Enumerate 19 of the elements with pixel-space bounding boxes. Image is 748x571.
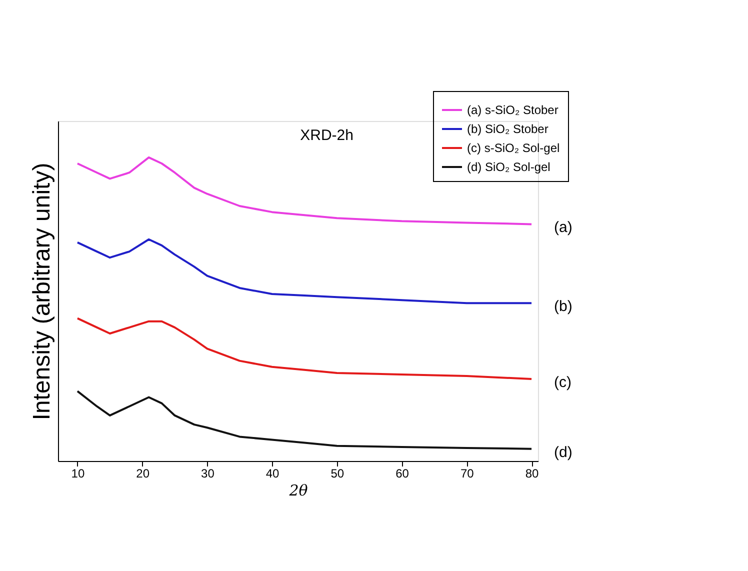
legend-label: (b) SiO₂ Stober [467, 122, 548, 136]
x-tick-label: 20 [136, 466, 150, 480]
text: (c) [554, 374, 572, 392]
legend-label: (d) SiO₂ Sol-gel [467, 160, 550, 174]
x-tick-label: 30 [201, 466, 215, 480]
x-tick-label: 70 [460, 466, 474, 480]
x-tick-label: 10 [71, 466, 85, 480]
x-axis-title: 2θ [288, 482, 308, 500]
legend-label: (a) s-SiO₂ Stober [467, 103, 558, 117]
x-tick-label: 60 [396, 466, 410, 480]
chart-title: XRD-2h [300, 127, 354, 144]
text: (d) [554, 444, 572, 461]
text: (a) [554, 219, 572, 236]
x-tick-label: 80 [525, 466, 540, 480]
legend-label: (c) s-SiO₂ Sol-gel [467, 141, 560, 155]
text: (b) [554, 298, 572, 316]
x-tick-label: 40 [266, 466, 280, 480]
y-axis-title: Intensity (arbitrary unity) [28, 162, 56, 420]
x-tick-label: 50 [330, 466, 344, 480]
